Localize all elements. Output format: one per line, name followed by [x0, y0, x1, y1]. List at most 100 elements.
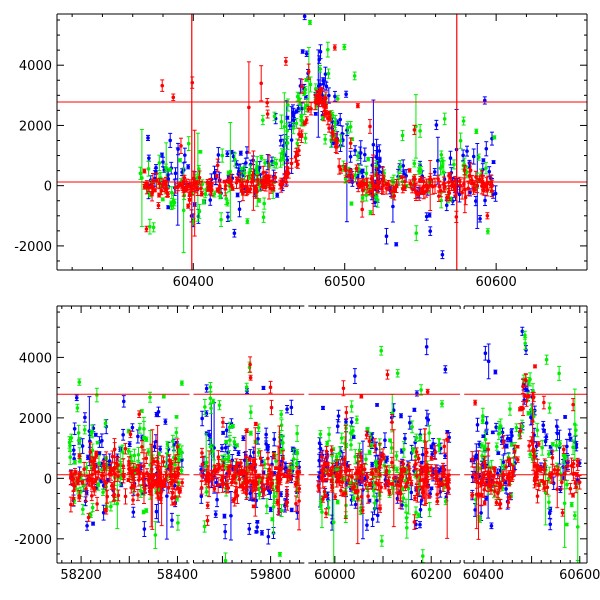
- data-point: [217, 183, 222, 188]
- data-point: [483, 437, 488, 442]
- data-point: [409, 490, 414, 495]
- plot-area: [57, 14, 587, 270]
- data-point: [484, 421, 489, 425]
- data-point: [285, 141, 290, 145]
- data-point: [157, 193, 161, 197]
- data-point: [147, 156, 151, 160]
- data-point: [313, 112, 318, 116]
- data-point: [208, 198, 213, 202]
- data-point: [348, 141, 353, 146]
- data-point: [142, 527, 147, 531]
- data-point: [130, 425, 135, 430]
- data-point: [333, 145, 338, 149]
- data-point: [313, 86, 318, 91]
- data-point: [443, 367, 448, 372]
- data-point: [191, 176, 196, 181]
- data-point: [154, 178, 159, 183]
- data-point: [326, 71, 331, 76]
- data-point: [351, 435, 356, 439]
- data-point: [279, 119, 284, 124]
- data-point: [392, 185, 397, 190]
- data-point: [256, 171, 260, 175]
- data-point: [400, 133, 405, 138]
- data-point: [260, 531, 264, 535]
- data-point: [335, 97, 340, 101]
- data-point: [220, 153, 225, 158]
- data-point: [221, 431, 225, 435]
- data-point: [494, 425, 498, 430]
- data-point: [377, 149, 382, 153]
- data-point: [476, 155, 481, 159]
- data-point: [486, 229, 490, 234]
- data-point: [318, 66, 322, 71]
- data-point: [71, 448, 76, 452]
- data-point: [365, 523, 369, 527]
- data-point: [280, 151, 284, 156]
- y-tick-label: 2000: [19, 119, 52, 134]
- data-point: [220, 446, 224, 450]
- data-point: [291, 126, 296, 130]
- data-point: [171, 95, 176, 100]
- data-point: [247, 189, 252, 194]
- data-point: [199, 186, 203, 191]
- data-point: [163, 419, 168, 424]
- data-point: [318, 49, 323, 54]
- data-point: [254, 530, 259, 534]
- data-point: [483, 98, 487, 103]
- data-point: [303, 136, 308, 141]
- data-point: [418, 129, 422, 133]
- data-point: [247, 175, 252, 180]
- data-point: [391, 204, 395, 209]
- data-point: [375, 498, 379, 503]
- data-point: [285, 129, 289, 133]
- data-point: [251, 178, 256, 183]
- data-point: [146, 136, 150, 140]
- data-point: [144, 227, 149, 231]
- data-point: [244, 188, 249, 193]
- data-point: [142, 169, 147, 173]
- data-point: [491, 430, 495, 435]
- data-point: [479, 511, 483, 515]
- data-point: [364, 171, 369, 176]
- data-point: [542, 429, 546, 433]
- data-point: [368, 210, 373, 215]
- data-point: [151, 225, 156, 230]
- data-point: [264, 432, 268, 437]
- data-point: [284, 466, 288, 470]
- data-point: [197, 175, 202, 180]
- data-point: [197, 167, 201, 171]
- data-point: [259, 81, 263, 86]
- data-point: [294, 150, 299, 155]
- data-point: [229, 178, 233, 182]
- data-point: [296, 106, 301, 111]
- data-point: [222, 514, 227, 518]
- data-point: [186, 165, 190, 169]
- data-point: [153, 188, 157, 193]
- data-point: [414, 231, 419, 235]
- data-point: [427, 213, 432, 217]
- data-point: [156, 203, 161, 208]
- data-point: [303, 87, 308, 92]
- data-point: [284, 59, 288, 64]
- data-point: [428, 229, 433, 233]
- data-point: [257, 165, 262, 170]
- data-point: [236, 451, 241, 455]
- data-point: [360, 196, 365, 200]
- data-point: [170, 518, 174, 522]
- data-point: [157, 181, 162, 186]
- data-point: [279, 492, 283, 496]
- data-point: [318, 82, 322, 87]
- data-point: [256, 426, 261, 430]
- data-point: [436, 177, 440, 181]
- data-point: [285, 407, 289, 411]
- data-point: [373, 200, 377, 205]
- data-point: [245, 150, 249, 155]
- data-point: [465, 149, 469, 153]
- data-point: [291, 110, 295, 115]
- data-point: [268, 490, 273, 495]
- data-point: [223, 529, 227, 534]
- data-point: [173, 171, 178, 176]
- data-point: [448, 156, 453, 160]
- data-point: [321, 406, 325, 410]
